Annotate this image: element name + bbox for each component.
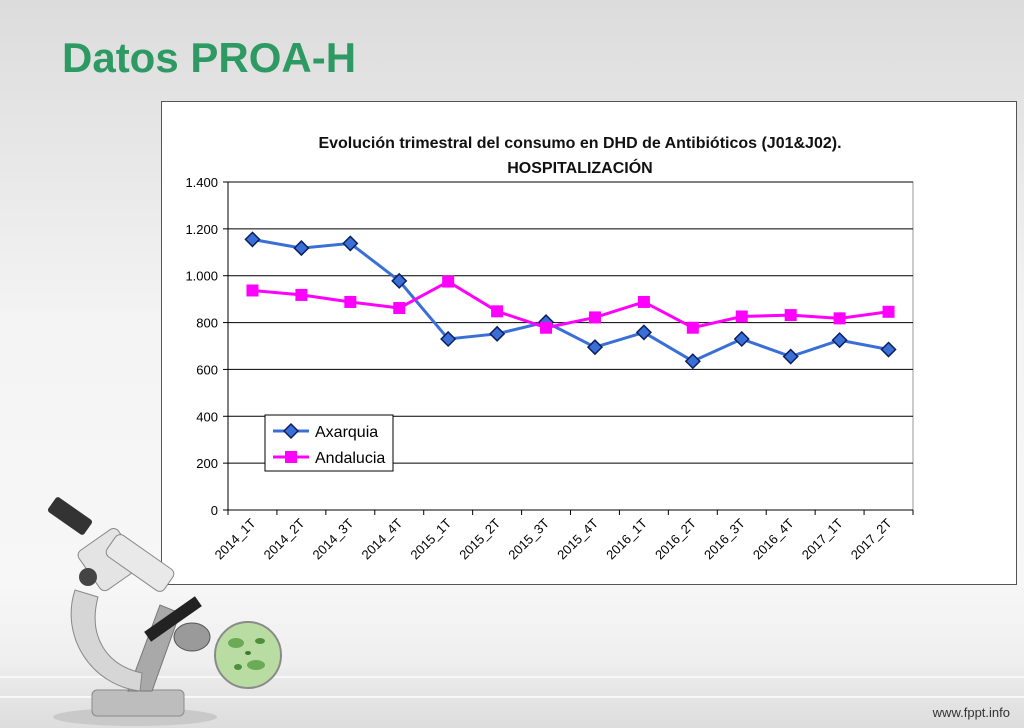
- series-layer: [244, 231, 897, 370]
- data-point: [342, 235, 359, 252]
- legend-marker: [282, 422, 300, 440]
- y-tick-label: 1.400: [185, 175, 218, 190]
- legend-label: Axarquia: [315, 424, 378, 441]
- data-point: [782, 348, 799, 365]
- x-tick-label: 2015_3T: [505, 515, 552, 562]
- data-point: [540, 321, 553, 334]
- data-point: [489, 325, 506, 342]
- x-tick-label: 2016_2T: [652, 515, 699, 562]
- chart-title: Evolución trimestral del consumo en DHD …: [318, 135, 841, 152]
- y-tick-label: 200: [196, 456, 218, 471]
- data-point: [246, 284, 259, 297]
- microscope-icon: [47, 497, 217, 726]
- y-tick-label: 400: [196, 409, 218, 424]
- series-line: [252, 279, 889, 330]
- y-tick-label: 600: [196, 362, 218, 377]
- data-point: [391, 272, 408, 289]
- line-chart: Evolución trimestral del consumo en DHD …: [185, 135, 914, 562]
- data-point: [686, 321, 699, 334]
- floor-line: [0, 676, 1024, 678]
- series-line: [252, 237, 889, 363]
- x-tick-label: 2016_3T: [701, 515, 748, 562]
- y-tick-label: 800: [196, 316, 218, 331]
- legend-label: Andalucia: [315, 450, 385, 467]
- data-point: [586, 339, 604, 356]
- x-tick-label: 2015_1T: [407, 515, 454, 562]
- data-point: [244, 231, 261, 248]
- data-point: [735, 310, 748, 323]
- data-point: [831, 332, 848, 349]
- data-point: [880, 341, 897, 358]
- x-tick-label: 2016_1T: [603, 515, 650, 562]
- x-tick-label: 2017_1T: [799, 515, 846, 562]
- data-point: [882, 305, 895, 318]
- chart-frame: Evolución trimestral del consumo en DHD …: [161, 101, 1017, 585]
- data-point: [635, 324, 652, 341]
- data-point: [442, 275, 455, 288]
- data-point: [833, 312, 846, 325]
- data-point: [684, 353, 701, 370]
- x-tick-label: 2017_2T: [848, 515, 895, 562]
- slide-title: Datos PROA-H: [62, 34, 357, 81]
- x-tick-label: 2014_3T: [310, 515, 357, 562]
- floor-line: [0, 696, 1024, 698]
- y-tick-label: 1.000: [185, 269, 218, 284]
- data-point: [491, 305, 504, 318]
- legend-marker: [285, 451, 297, 463]
- data-point: [295, 288, 308, 301]
- cell-circle-icon: [214, 621, 282, 689]
- y-tick-label: 0: [211, 503, 218, 518]
- data-point: [637, 295, 650, 308]
- x-tick-label: 2015_2T: [456, 515, 503, 562]
- footer-url: www.fppt.info: [932, 705, 1010, 720]
- data-point: [588, 311, 601, 324]
- chart-legend: Axarquia Andalucia: [264, 414, 394, 472]
- data-point: [440, 330, 457, 348]
- x-tick-label: 2015_4T: [554, 515, 601, 562]
- data-point: [344, 295, 357, 308]
- microscope-illustration: [47, 497, 282, 726]
- data-point: [393, 302, 406, 315]
- chart-subtitle: HOSPITALIZACIÓN: [507, 158, 652, 177]
- x-tick-label: 2014_4T: [358, 515, 405, 562]
- y-tick-label: 1.200: [185, 222, 218, 237]
- data-point: [784, 309, 797, 322]
- x-tick-label: 2016_4T: [750, 515, 797, 562]
- data-point: [733, 330, 750, 348]
- data-point: [293, 240, 310, 257]
